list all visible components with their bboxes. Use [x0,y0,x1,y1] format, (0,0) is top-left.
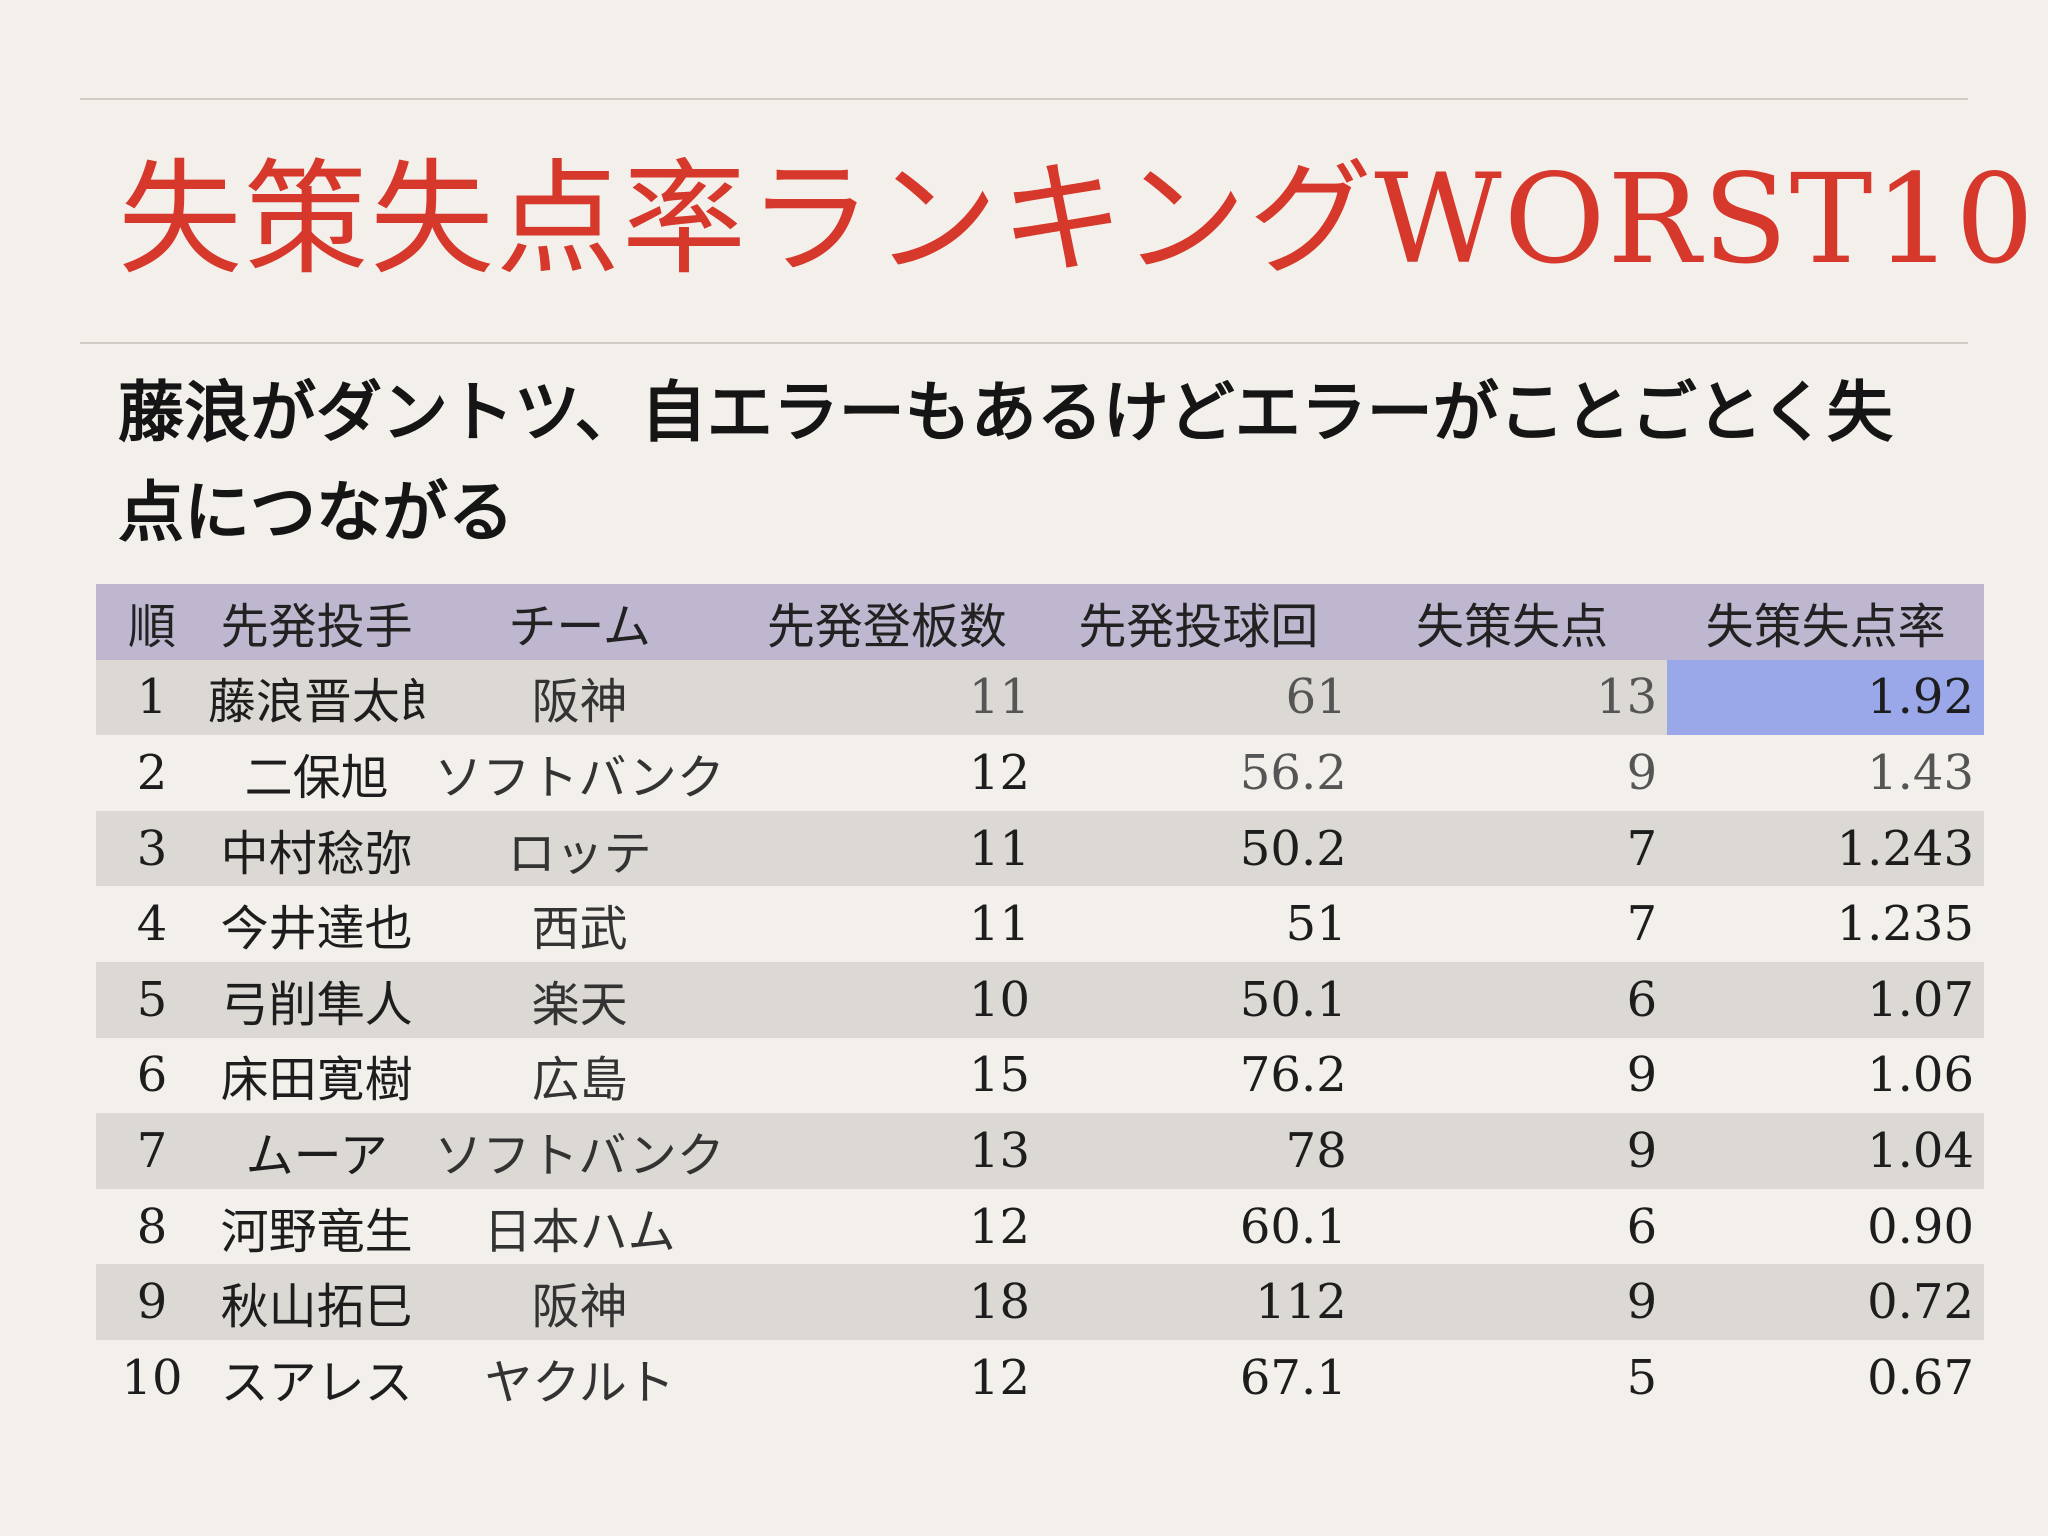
cell-innings: 56.2 [1239,744,1347,801]
cell-error-runs: 7 [1626,896,1658,953]
cell-starts: 12 [968,744,1030,801]
table-row: 8 河野竜生 日本ハム 12 60.1 6 0.90 [96,1188,1984,1265]
cell-rank: 9 [136,1274,168,1331]
cell-team: 阪神 [531,1279,628,1336]
cell-starts: 10 [968,971,1030,1028]
table-row: 7 ムーア ソフトバンク 13 78 9 1.04 [96,1113,1984,1189]
top-divider [80,98,1968,100]
cell-pitcher: 床田寛樹 [220,1052,413,1109]
cell-error-run-rate: 1.92 [1667,659,1984,736]
cell-rank: 3 [136,820,168,877]
cell-pitcher: 中村稔弥 [220,825,413,882]
table-row: 2 二保旭 ソフトバンク 12 56.2 9 1.43 [96,735,1984,811]
cell-rank: 5 [136,971,168,1028]
ranking-table: 順 先発投手 チーム 先発登板数 先発投球回 失策失点 失策失点率 1 藤浪晋太郎… [96,584,1984,1416]
cell-team: 楽天 [531,976,628,1033]
cell-pitcher: 今井達也 [220,901,413,958]
cell-pitcher: 藤浪晋太郎 [207,674,426,731]
cell-error-run-rate: 0.90 [1867,1198,1974,1255]
cell-pitcher: 河野竜生 [220,1203,413,1260]
cell-error-runs: 9 [1626,744,1658,801]
cell-error-run-rate: 1.04 [1867,1122,1974,1179]
table-row: 10 スアレス ヤクルト 12 67.1 5 0.67 [96,1339,1984,1416]
cell-pitcher: 二保旭 [244,749,389,806]
title-divider [80,342,1968,344]
cell-error-run-rate: 1.06 [1867,1047,1974,1104]
cell-error-runs: 9 [1626,1047,1658,1104]
cell-team: ヤクルト [484,1354,675,1411]
cell-error-runs: 6 [1626,971,1658,1028]
cell-pitcher: ムーア [245,1127,388,1184]
header-error-run-rate: 失策失点率 [1705,598,1946,655]
cell-error-runs: 9 [1626,1274,1658,1331]
table-row: 4 今井達也 西武 11 51 7 1.235 [96,886,1984,962]
cell-pitcher: 弓削隼人 [220,976,413,1033]
cell-error-run-rate: 1.235 [1836,896,1974,953]
cell-innings: 76.2 [1239,1047,1347,1104]
cell-team: 日本ハム [483,1203,676,1260]
cell-rank: 8 [136,1198,168,1255]
cell-team: 西武 [531,901,628,958]
cell-starts: 13 [968,1122,1030,1179]
slide-subtitle: 藤浪がダントツ、自エラーもあるけどエラーがことごとく失点につながる [118,373,1893,551]
cell-team: ソフトバンク [434,1127,725,1184]
cell-innings: 67.1 [1239,1349,1347,1406]
cell-rank: 6 [136,1047,168,1104]
cell-team: ソフトバンク [434,749,725,806]
cell-error-runs: 5 [1626,1349,1658,1406]
header-rank: 順 [127,598,176,655]
table-header-row: 順 先発投手 チーム 先発登板数 先発投球回 失策失点 失策失点率 [96,584,1984,660]
cell-error-run-rate: 1.243 [1836,820,1974,877]
cell-pitcher: スアレス [220,1354,413,1411]
cell-starts: 18 [968,1274,1030,1331]
slide-title: 失策失点率ランキングWORST10 [118,148,2037,292]
table-row: 9 秋山拓巳 阪神 18 112 9 0.72 [96,1264,1984,1340]
cell-team: 阪神 [531,674,628,731]
table-row: 5 弓削隼人 楽天 10 50.1 6 1.07 [96,961,1984,1038]
cell-starts: 15 [968,1047,1030,1104]
cell-innings: 50.2 [1239,820,1347,877]
cell-error-run-rate: 1.07 [1867,971,1974,1028]
cell-error-runs: 13 [1596,669,1658,726]
cell-starts: 12 [968,1198,1030,1255]
table-row: 1 藤浪晋太郎 阪神 11 61 13 1.92 [96,659,1984,736]
cell-innings: 50.1 [1239,971,1347,1028]
header-pitcher: 先発投手 [220,598,413,655]
cell-rank: 10 [121,1349,183,1406]
cell-error-runs: 7 [1626,820,1658,877]
cell-rank: 4 [136,896,168,953]
cell-error-run-rate: 1.43 [1867,744,1974,801]
cell-innings: 78 [1285,1122,1347,1179]
cell-starts: 12 [968,1349,1030,1406]
table-row: 6 床田寛樹 広島 15 76.2 9 1.06 [96,1037,1984,1114]
table-row: 3 中村稔弥 ロッテ 11 50.2 7 1.243 [96,810,1984,887]
cell-rank: 2 [136,744,168,801]
cell-innings: 112 [1255,1274,1347,1331]
cell-starts: 11 [968,820,1030,877]
header-starts: 先発登板数 [766,598,1007,655]
cell-starts: 11 [968,669,1030,726]
cell-team: 広島 [531,1052,628,1109]
cell-error-runs: 6 [1626,1198,1658,1255]
cell-error-run-rate: 0.72 [1867,1274,1974,1331]
cell-innings: 61 [1285,669,1347,726]
header-innings: 先発投球回 [1078,598,1319,655]
cell-innings: 60.1 [1239,1198,1347,1255]
cell-pitcher: 秋山拓巳 [220,1279,413,1336]
header-team: チーム [508,598,651,655]
cell-rank: 1 [136,669,168,726]
header-error-runs: 失策失点 [1415,598,1608,655]
cell-innings: 51 [1285,896,1347,953]
cell-rank: 7 [136,1122,168,1179]
cell-error-runs: 9 [1626,1122,1658,1179]
cell-starts: 11 [968,896,1030,953]
cell-error-run-rate: 0.67 [1867,1349,1974,1406]
cell-team: ロッテ [507,825,652,882]
